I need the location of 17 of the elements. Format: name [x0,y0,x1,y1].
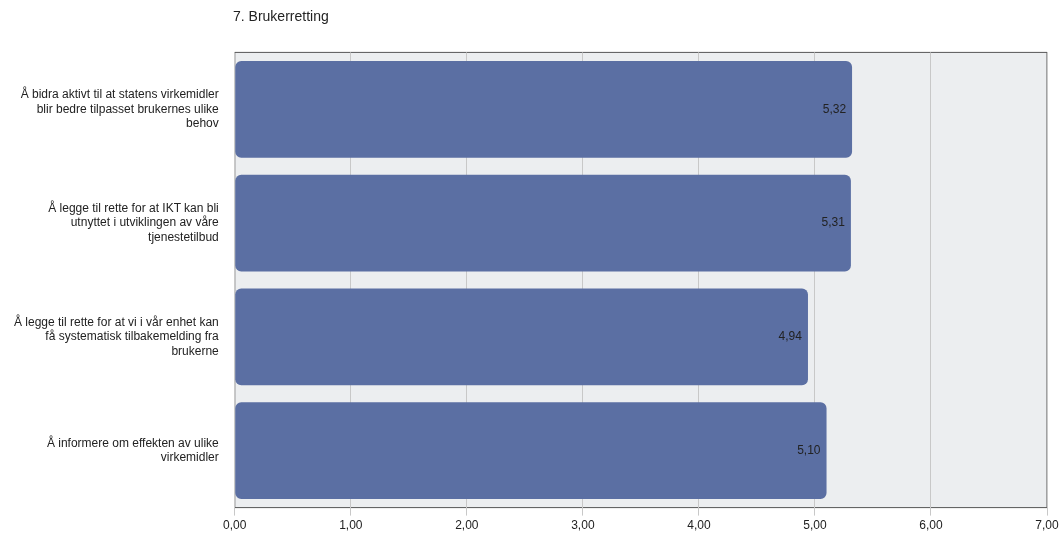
x-tick-label: 0,00 [223,518,247,533]
y-tick-label: Å legge til rette for at IKT kan bli utnyttet i utviklingen av våre tjenestetilbud [48,200,220,244]
y-tick-label: Å bidra aktivt til at statens virkemidler blir bedre tilpasset brukernes ulike behov [20,86,220,131]
x-tick-label: 5,00 [803,518,827,533]
x-tick-label: 7,00 [1035,518,1059,533]
data-label: 5,31 [821,215,846,230]
x-tick-label: 6,00 [919,518,943,533]
y-tick-label: Å legge til rette for at vi i vår enhet kan få systematisk tilbakemelding fra brukerne [13,313,220,358]
y-tick-label: Å informere om effekten av ulike virkemidler [46,434,220,465]
data-label: 5,10 [797,443,821,458]
chart-title: 7. Brukerretting [233,8,329,24]
x-tick-label: 4,00 [687,518,711,533]
data-label: 4,94 [778,329,803,344]
x-tick-label: 3,00 [571,518,595,533]
x-tick-label: 1,00 [339,518,363,533]
x-tick-label: 2,00 [455,518,479,533]
data-label: 5,32 [822,101,847,116]
